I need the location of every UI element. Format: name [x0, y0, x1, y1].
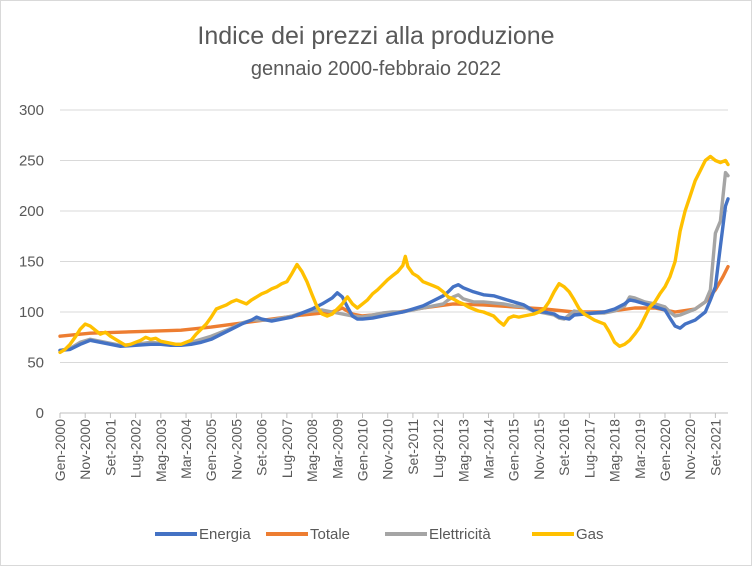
x-tick-label: Set-2006 [254, 419, 270, 476]
x-tick-label: Mar-2009 [329, 419, 345, 479]
x-tick-label: Mar-2019 [632, 419, 648, 479]
x-tick-label: Mag-2003 [153, 419, 169, 482]
series-line-elettricit [58, 170, 730, 353]
y-tick-label: 150 [19, 254, 44, 271]
x-tick-label: Lug-2007 [279, 419, 295, 478]
x-tick-label: Set-2021 [707, 419, 723, 476]
x-tick-label: Nov-2010 [380, 419, 396, 480]
x-tick-label: Lug-2012 [430, 419, 446, 478]
legend-label: Elettricità [429, 526, 491, 543]
x-tick-label: Set-2001 [102, 419, 118, 476]
chart-subtitle: gennaio 2000-febbraio 2022 [250, 58, 502, 80]
legend-label: Gas [576, 526, 604, 543]
y-tick-label: 50 [27, 355, 44, 372]
x-tick-label: Nov-2020 [682, 419, 698, 480]
y-tick-label: 200 [19, 203, 44, 220]
y-tick-label: 300 [19, 102, 44, 119]
x-tick-label: Gen-2010 [354, 419, 370, 481]
x-tick-label: Mag-2018 [607, 419, 623, 482]
x-tick-label: Nov-2000 [77, 419, 93, 480]
y-tick-label: 250 [19, 153, 44, 170]
x-tick-label: Gen-2000 [52, 419, 68, 481]
x-tick-label: Set-2011 [405, 419, 421, 475]
x-tick-label: Gen-2015 [506, 419, 522, 481]
chart-title: Indice dei prezzi alla produzione [197, 22, 555, 50]
x-tick-label: Mar-2014 [481, 419, 497, 479]
series-line-energia [58, 197, 730, 353]
x-tick-label: Lug-2017 [581, 419, 597, 478]
y-tick-label: 100 [19, 304, 44, 321]
x-tick-label: Nov-2015 [531, 419, 547, 480]
x-tick-label: Nov-2005 [228, 419, 244, 480]
x-tick-label: Mar-2004 [178, 419, 194, 479]
legend-label: Totale [310, 526, 350, 543]
x-tick-label: Mag-2013 [455, 419, 471, 482]
series-line-gas [58, 154, 730, 355]
x-tick-label: Lug-2002 [128, 419, 144, 478]
y-tick-label: 0 [36, 405, 44, 422]
x-tick-label: Mag-2008 [304, 419, 320, 482]
x-tick-label: Gen-2005 [203, 419, 219, 481]
x-tick-label: Gen-2020 [657, 419, 673, 481]
legend-label: Energia [199, 526, 251, 543]
x-tick-label: Set-2016 [556, 419, 572, 476]
